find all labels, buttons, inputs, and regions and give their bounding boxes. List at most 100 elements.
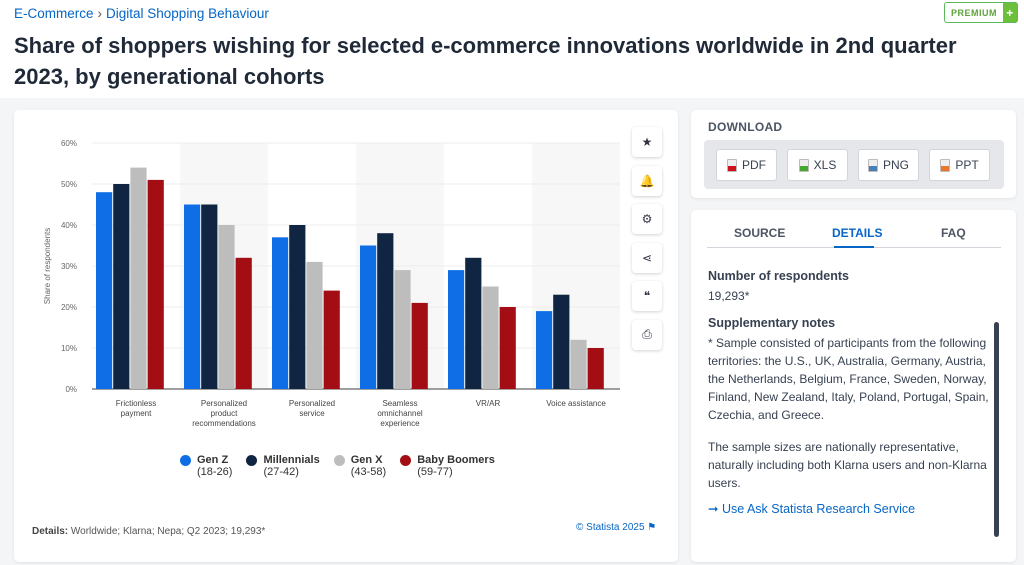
details-content: Number of respondents 19,293* Supplementa… bbox=[708, 268, 992, 558]
legend-label: Gen X (43-58) bbox=[350, 454, 387, 478]
star-button[interactable]: ★ bbox=[632, 127, 662, 157]
x-tick-label: recommendations bbox=[192, 419, 256, 428]
breadcrumb-ecommerce[interactable]: E-Commerce bbox=[14, 6, 94, 21]
xls-file-icon bbox=[798, 158, 809, 172]
x-tick-label: experience bbox=[380, 419, 420, 428]
bar-baby-boomers bbox=[499, 307, 516, 389]
download-label: PPT bbox=[955, 158, 979, 172]
respondents-value: 19,293* bbox=[708, 289, 750, 303]
bar-baby-boomers bbox=[147, 179, 164, 389]
bar-gen-z bbox=[536, 311, 553, 389]
page-title: Share of shoppers wishing for selected e… bbox=[14, 33, 957, 89]
respondents-section: Number of respondents 19,293* bbox=[708, 268, 992, 305]
x-tick-label: VR/AR bbox=[476, 399, 501, 408]
x-tick-label: product bbox=[211, 409, 238, 418]
notes-paragraph-1: * Sample consisted of participants from … bbox=[708, 336, 989, 422]
bar-millennials bbox=[553, 294, 570, 389]
gear-icon: ⚙ bbox=[641, 212, 653, 226]
bar-baby-boomers bbox=[587, 348, 604, 389]
download-pdf-button[interactable]: PDF bbox=[716, 149, 777, 181]
x-tick-label: Seamless bbox=[382, 399, 417, 408]
chart-legend: Gen Z (18-26) Millennials (27-42) Gen X (43-5… bbox=[180, 454, 495, 478]
x-tick-label: omnichannel bbox=[377, 409, 423, 418]
bar-gen-x bbox=[570, 339, 587, 389]
legend-dot-icon bbox=[180, 455, 191, 466]
download-title: DOWNLOAD bbox=[708, 120, 783, 134]
download-label: XLS bbox=[813, 158, 837, 172]
legend-item[interactable]: Gen Z (18-26) bbox=[180, 454, 232, 478]
legend-item[interactable]: Gen X (43-58) bbox=[333, 454, 387, 478]
tab-faq[interactable]: FAQ bbox=[941, 226, 966, 240]
bar-gen-x bbox=[218, 225, 235, 389]
tab-details[interactable]: DETAILS bbox=[832, 226, 883, 240]
bar-gen-x bbox=[130, 167, 147, 389]
details-scrollbar[interactable] bbox=[994, 322, 999, 537]
breadcrumb-digital-shopping[interactable]: Digital Shopping Behaviour bbox=[106, 6, 269, 21]
legend-dot-icon bbox=[333, 455, 345, 466]
active-tab-indicator bbox=[834, 246, 874, 248]
print-button[interactable]: ⎙ bbox=[632, 319, 662, 350]
bar-millennials bbox=[465, 257, 482, 389]
x-tick-label: Frictionless bbox=[116, 399, 156, 408]
details-label: Details: bbox=[32, 526, 69, 537]
notes-title: Supplementary notes bbox=[708, 316, 836, 330]
bar-millennials bbox=[113, 184, 130, 389]
bell-icon: 🔔 bbox=[639, 173, 655, 188]
y-tick-label: 0% bbox=[65, 385, 77, 394]
share-icon: ⋖ bbox=[641, 250, 653, 265]
share-button[interactable]: ⋖ bbox=[632, 242, 662, 273]
legend-item[interactable]: Millennials (27-42) bbox=[246, 454, 320, 478]
legend-dot-icon bbox=[246, 455, 258, 466]
legend-dot-icon bbox=[400, 455, 412, 466]
bar-gen-z bbox=[184, 204, 201, 389]
x-tick-label: Personalized bbox=[201, 399, 247, 408]
download-png-button[interactable]: PNG bbox=[858, 149, 919, 181]
pdf-file-icon bbox=[727, 158, 737, 172]
download-label: PNG bbox=[882, 158, 909, 172]
x-tick-label: service bbox=[299, 409, 325, 418]
png-file-icon bbox=[867, 158, 878, 172]
bar-gen-x bbox=[482, 286, 499, 389]
bar-gen-x bbox=[306, 261, 323, 389]
respondents-title: Number of respondents bbox=[708, 269, 849, 283]
ask-statista-link[interactable]: ➞ Use Ask Statista Research Service bbox=[708, 502, 916, 516]
download-ppt-button[interactable]: PPT bbox=[929, 149, 990, 181]
plus-icon: + bbox=[1003, 3, 1017, 22]
ppt-file-icon bbox=[940, 158, 951, 172]
legend-label: Millennials (27-42) bbox=[263, 454, 320, 478]
notes-section: Supplementary notes * Sample consisted of… bbox=[708, 315, 992, 492]
quote-button[interactable]: ❝ bbox=[632, 281, 662, 311]
gear-button[interactable]: ⚙ bbox=[632, 204, 662, 234]
bar-gen-z bbox=[272, 237, 289, 389]
download-label: PDF bbox=[742, 158, 766, 172]
tab-source[interactable]: SOURCE bbox=[734, 226, 786, 240]
bar-chart: 0% 10% 20% 30% 40% 50% 60% Share of respondents… bbox=[43, 139, 620, 428]
bell-button[interactable]: 🔔 bbox=[632, 165, 662, 196]
details-text: Worldwide; Klarna; Nepa; Q2 2023; 19,293… bbox=[68, 526, 266, 537]
y-axis-label: Share of respondents bbox=[43, 228, 52, 305]
y-tick-label: 10% bbox=[61, 344, 77, 353]
x-tick-label: Voice assistance bbox=[546, 399, 606, 408]
bar-millennials bbox=[377, 233, 394, 389]
download-xls-button[interactable]: XLS bbox=[787, 149, 848, 181]
bar-baby-boomers bbox=[411, 302, 428, 389]
chart-details: Details: Worldwide; Klarna; Nepa; Q2 202… bbox=[32, 526, 265, 537]
statista-copyright[interactable]: © Statista 2025 ⚑ bbox=[576, 522, 657, 533]
y-tick-label: 30% bbox=[61, 262, 77, 271]
info-card bbox=[691, 210, 1016, 562]
star-icon: ★ bbox=[641, 135, 653, 149]
bar-gen-z bbox=[96, 192, 113, 389]
notes-paragraph-2: The sample sizes are nationally represen… bbox=[708, 440, 987, 490]
x-tick-label: Personalized bbox=[289, 399, 335, 408]
y-tick-label: 40% bbox=[61, 221, 77, 230]
bar-baby-boomers bbox=[235, 257, 252, 389]
breadcrumb-separator: › bbox=[97, 6, 103, 21]
y-tick-label: 50% bbox=[61, 180, 77, 189]
legend-label: Baby Boomers (59-77) bbox=[417, 454, 495, 478]
breadcrumb: E-Commerce › Digital Shopping Behaviour bbox=[14, 6, 269, 21]
premium-badge[interactable]: PREMIUM + bbox=[944, 2, 1018, 23]
legend-item[interactable]: Baby Boomers (59-77) bbox=[400, 454, 495, 478]
bar-baby-boomers bbox=[323, 290, 340, 389]
quote-icon: ❝ bbox=[643, 289, 651, 303]
bar-gen-z bbox=[448, 270, 465, 389]
